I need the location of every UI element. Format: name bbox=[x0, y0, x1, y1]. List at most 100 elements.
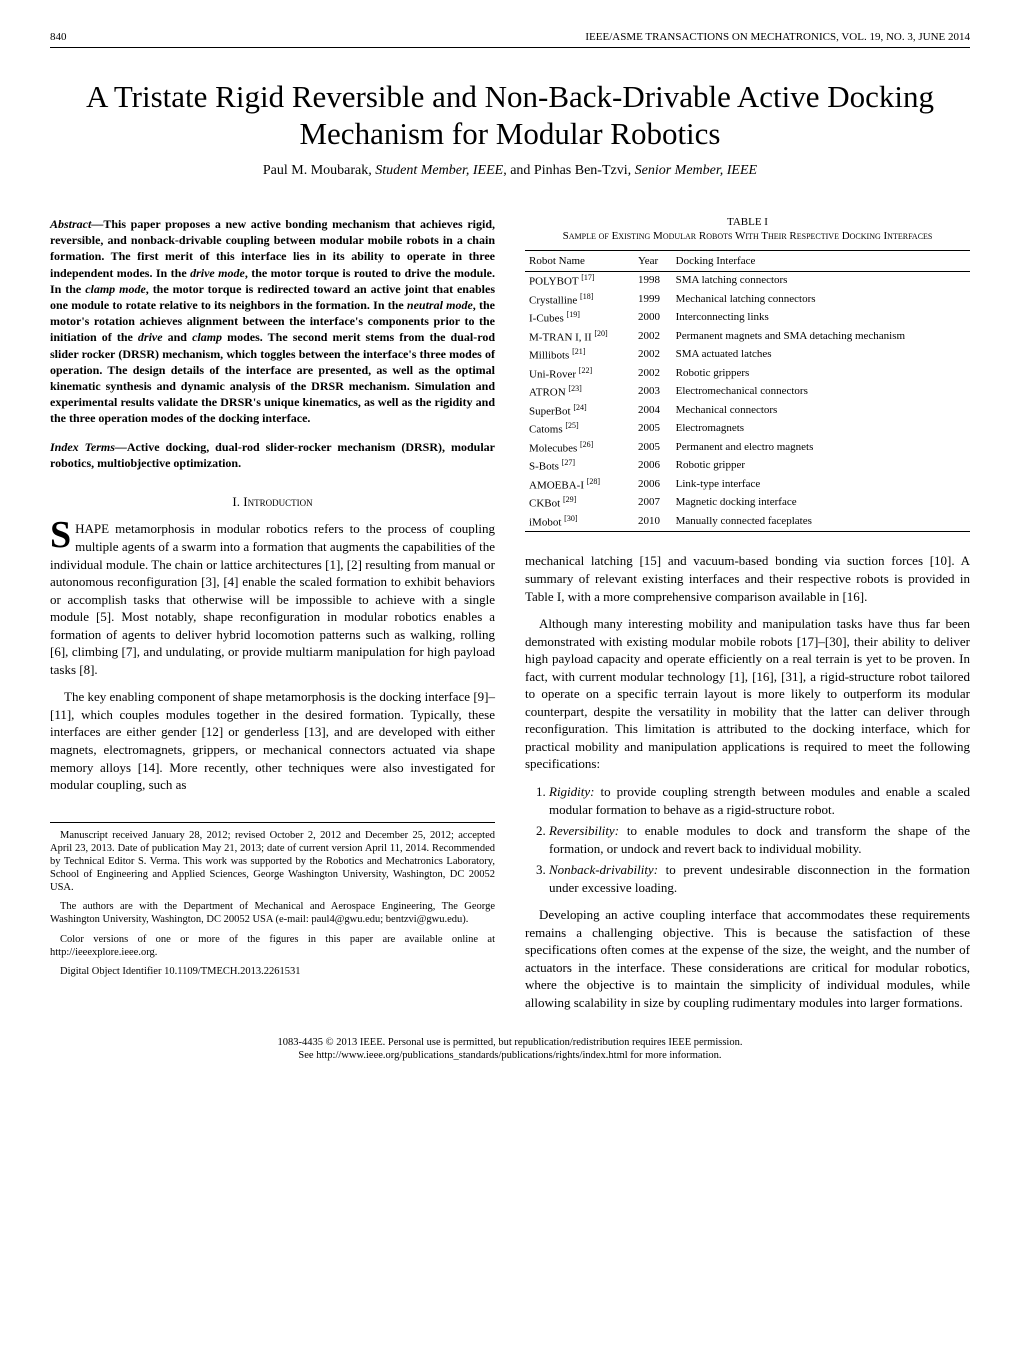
table-cell: S-Bots [27] bbox=[525, 457, 634, 476]
table-row: M-TRAN I, II [20]2002Permanent magnets a… bbox=[525, 328, 970, 347]
table-row: Crystalline [18]1999Mechanical latching … bbox=[525, 291, 970, 310]
table-cell: I-Cubes [19] bbox=[525, 309, 634, 328]
table-row: S-Bots [27]2006Robotic gripper bbox=[525, 457, 970, 476]
table-cell: Molecubes [26] bbox=[525, 439, 634, 458]
table-cell: 2002 bbox=[634, 346, 672, 365]
table-caption: TABLE I Sample of Existing Modular Robot… bbox=[525, 216, 970, 244]
abstract: Abstract—This paper proposes a new activ… bbox=[50, 216, 495, 426]
table-cell: 2005 bbox=[634, 439, 672, 458]
table-cell: 1998 bbox=[634, 272, 672, 291]
table-cell: 1999 bbox=[634, 291, 672, 310]
spec-term: Nonback-drivability: bbox=[549, 862, 658, 877]
manuscript-p2: The authors are with the Department of M… bbox=[50, 900, 495, 926]
table-cell: 2007 bbox=[634, 494, 672, 513]
table-col-1: Year bbox=[634, 250, 672, 272]
intro-para1-text: HAPE metamorphosis in modular robotics r… bbox=[50, 521, 495, 676]
spec-text: to provide coupling strength between mod… bbox=[549, 784, 970, 817]
paper-title: A Tristate Rigid Reversible and Non-Back… bbox=[50, 78, 970, 152]
manuscript-p4: Digital Object Identifier 10.1109/TMECH.… bbox=[50, 965, 495, 978]
table-cell: Electromagnets bbox=[672, 420, 970, 439]
table-row: Molecubes [26]2005Permanent and electro … bbox=[525, 439, 970, 458]
table-row: CKBot [29]2007Magnetic docking interface bbox=[525, 494, 970, 513]
table-cell: POLYBOT [17] bbox=[525, 272, 634, 291]
table-row: AMOEBA-I [28]2006Link-type interface bbox=[525, 476, 970, 495]
dropcap: S bbox=[50, 520, 75, 550]
table-cell: Link-type interface bbox=[672, 476, 970, 495]
table-cell: Millibots [21] bbox=[525, 346, 634, 365]
table-cell: 2000 bbox=[634, 309, 672, 328]
intro-paragraph-1: SHAPE metamorphosis in modular robotics … bbox=[50, 520, 495, 678]
table-cell: SMA latching connectors bbox=[672, 272, 970, 291]
manuscript-p3: Color versions of one or more of the fig… bbox=[50, 933, 495, 959]
table-row: iMobot [30]2010Manually connected facepl… bbox=[525, 513, 970, 532]
table-cell: iMobot [30] bbox=[525, 513, 634, 532]
page-footer: 1083-4435 © 2013 IEEE. Personal use is p… bbox=[50, 1036, 970, 1062]
table-cell: ATRON [23] bbox=[525, 383, 634, 402]
table-cell: Robotic gripper bbox=[672, 457, 970, 476]
table-row: Catoms [25]2005Electromagnets bbox=[525, 420, 970, 439]
table-cell: Magnetic docking interface bbox=[672, 494, 970, 513]
table-cell: 2002 bbox=[634, 328, 672, 347]
table-row: Uni-Rover [22]2002Robotic grippers bbox=[525, 365, 970, 384]
page-number: 840 bbox=[50, 30, 67, 45]
table-cell: AMOEBA-I [28] bbox=[525, 476, 634, 495]
journal-title: IEEE/ASME TRANSACTIONS ON MECHATRONICS, … bbox=[585, 30, 970, 45]
table-cell: 2006 bbox=[634, 457, 672, 476]
spec-item: Reversibility: to enable modules to dock… bbox=[549, 822, 970, 857]
col2-para1: mechanical latching [15] and vacuum-base… bbox=[525, 552, 970, 605]
footer-line2: See http://www.ieee.org/publications_sta… bbox=[298, 1050, 721, 1061]
table-row: SuperBot [24]2004Mechanical connectors bbox=[525, 402, 970, 421]
page-header: 840 IEEE/ASME TRANSACTIONS ON MECHATRONI… bbox=[50, 30, 970, 48]
table-col-2: Docking Interface bbox=[672, 250, 970, 272]
index-terms: Index Terms—Active docking, dual-rod sli… bbox=[50, 439, 495, 471]
table-cell: 2010 bbox=[634, 513, 672, 532]
abstract-lead: Abstract— bbox=[50, 217, 103, 231]
col2-para3: Developing an active coupling interface … bbox=[525, 906, 970, 1011]
spec-term: Reversibility: bbox=[549, 823, 619, 838]
table-body: POLYBOT [17]1998SMA latching connectorsC… bbox=[525, 272, 970, 532]
intro-paragraph-2: The key enabling component of shape meta… bbox=[50, 688, 495, 793]
table-row: Millibots [21]2002SMA actuated latches bbox=[525, 346, 970, 365]
abstract-body: This paper proposes a new active bonding… bbox=[50, 217, 495, 425]
table-cell: Interconnecting links bbox=[672, 309, 970, 328]
authors: Paul M. Moubarak, Student Member, IEEE, … bbox=[50, 162, 970, 181]
table-cell: Electromechanical connectors bbox=[672, 383, 970, 402]
table-cell: Permanent and electro magnets bbox=[672, 439, 970, 458]
table-row: I-Cubes [19]2000Interconnecting links bbox=[525, 309, 970, 328]
table-cell: SuperBot [24] bbox=[525, 402, 634, 421]
table-row: ATRON [23]2003Electromechanical connecto… bbox=[525, 383, 970, 402]
table-cell: Permanent magnets and SMA detaching mech… bbox=[672, 328, 970, 347]
table-cell: 2002 bbox=[634, 365, 672, 384]
section-heading: I. Introduction bbox=[50, 493, 495, 511]
spec-item: Nonback-drivability: to prevent undesira… bbox=[549, 861, 970, 896]
col2-para2: Although many interesting mobility and m… bbox=[525, 615, 970, 773]
table-cell: Mechanical connectors bbox=[672, 402, 970, 421]
table-cell: 2003 bbox=[634, 383, 672, 402]
manuscript-footnote: Manuscript received January 28, 2012; re… bbox=[50, 822, 495, 978]
right-column: TABLE I Sample of Existing Modular Robot… bbox=[525, 216, 970, 1021]
spec-item: Rigidity: to provide coupling strength b… bbox=[549, 783, 970, 818]
spec-list: Rigidity: to provide coupling strength b… bbox=[549, 783, 970, 896]
table-caption-line2: Sample of Existing Modular Robots With T… bbox=[563, 230, 933, 242]
table-cell: 2005 bbox=[634, 420, 672, 439]
table-cell: Manually connected faceplates bbox=[672, 513, 970, 532]
table-row: POLYBOT [17]1998SMA latching connectors bbox=[525, 272, 970, 291]
table-cell: CKBot [29] bbox=[525, 494, 634, 513]
table-cell: 2006 bbox=[634, 476, 672, 495]
table-col-0: Robot Name bbox=[525, 250, 634, 272]
two-column-layout: Abstract—This paper proposes a new activ… bbox=[50, 216, 970, 1021]
table-cell: 2004 bbox=[634, 402, 672, 421]
table-cell: Robotic grippers bbox=[672, 365, 970, 384]
table-cell: Mechanical latching connectors bbox=[672, 291, 970, 310]
table-caption-line1: TABLE I bbox=[727, 216, 768, 228]
table-cell: Crystalline [18] bbox=[525, 291, 634, 310]
spec-term: Rigidity: bbox=[549, 784, 595, 799]
index-terms-lead: Index Terms— bbox=[50, 440, 127, 454]
table-cell: SMA actuated latches bbox=[672, 346, 970, 365]
left-column: Abstract—This paper proposes a new activ… bbox=[50, 216, 495, 1021]
footer-line1: 1083-4435 © 2013 IEEE. Personal use is p… bbox=[278, 1037, 743, 1048]
table-cell: M-TRAN I, II [20] bbox=[525, 328, 634, 347]
table-cell: Catoms [25] bbox=[525, 420, 634, 439]
table-cell: Uni-Rover [22] bbox=[525, 365, 634, 384]
docking-table: Robot Name Year Docking Interface POLYBO… bbox=[525, 250, 970, 533]
